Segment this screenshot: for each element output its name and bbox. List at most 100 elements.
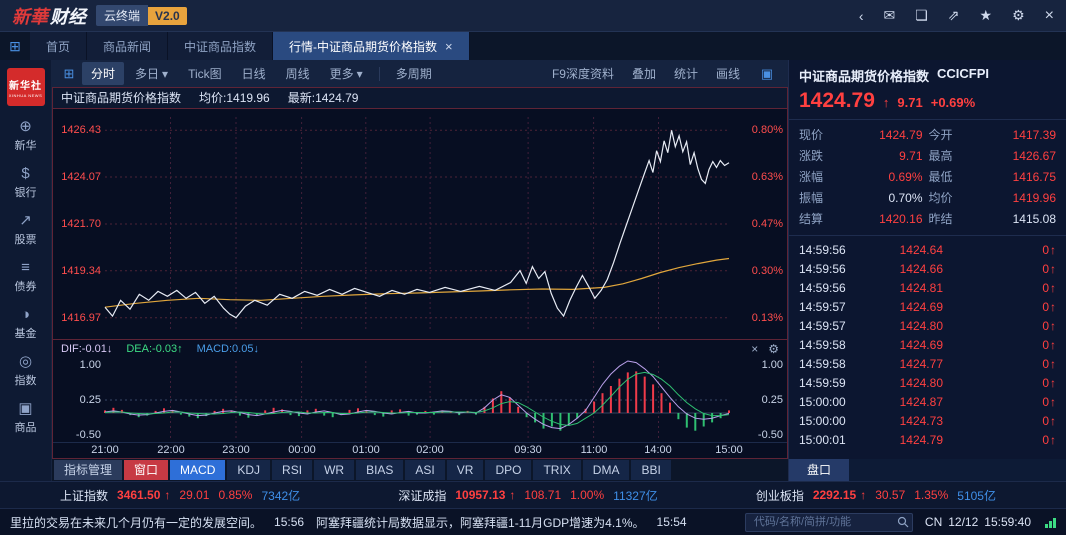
toolbar-drawline-button[interactable]: 画线	[714, 62, 742, 85]
sidebar-item-commodity[interactable]: ▣ 商品	[15, 401, 37, 435]
tick-row[interactable]: 14:59:59 1424.80 0 ↑	[799, 374, 1056, 393]
tick-row[interactable]: 14:59:56 1424.64 0 ↑	[799, 241, 1056, 260]
logo-cn: 新华社	[9, 80, 42, 92]
gift-icon[interactable]: ★	[979, 7, 993, 23]
macd-bar	[247, 413, 250, 418]
intraday-price-chart[interactable]: 1426.43 0.80% 1424.07 0.63% 1421.70 0.47% 1419…	[53, 109, 787, 339]
macd-bar	[660, 393, 663, 413]
toolbar-f9-depth-button[interactable]: F9深度资料	[550, 62, 616, 85]
macd-bar	[205, 413, 208, 417]
sidebar-item-stock[interactable]: ↗ 股票	[15, 213, 37, 247]
dif-value-label: DIF:-0.01↓	[61, 343, 113, 355]
ticker-change: 30.57	[875, 488, 906, 502]
toolbar-multiperiod-button[interactable]: 多周期	[387, 62, 441, 85]
back-icon[interactable]: ‹	[858, 7, 864, 24]
x-axis-label: 15:00	[715, 444, 743, 456]
toolbar-tick-button[interactable]: Tick图	[179, 62, 231, 85]
toolbar-overlay-button[interactable]: 叠加	[630, 62, 658, 85]
indicator-macd-button[interactable]: MACD	[170, 460, 226, 480]
macd-chart[interactable]: 1.00 1.00 0.25 0.25 -0.50 -0.50	[53, 358, 787, 442]
share-icon[interactable]: ⇗	[947, 7, 960, 23]
tab-quotes-active[interactable]: 行情-中证商品期货价格指数 ×	[273, 32, 470, 60]
x-axis-label: 09:30	[514, 444, 542, 456]
indicator-window-button[interactable]: 窗口	[124, 460, 169, 480]
news-item-2[interactable]: 阿塞拜疆统计局数据显示，阿塞拜疆1-11月GDP增速为4.1%。	[316, 515, 645, 530]
tick-row[interactable]: 14:59:58 1424.77 0 ↑	[799, 355, 1056, 374]
message-icon[interactable]: ❏	[915, 7, 928, 23]
tick-row[interactable]: 15:00:00 1424.73 0 ↑	[799, 412, 1056, 431]
tab-close-icon[interactable]: ×	[445, 38, 453, 54]
tick-row[interactable]: 14:59:58 1424.69 0 ↑	[799, 336, 1056, 355]
toolbar-more-button[interactable]: 更多 ▾	[321, 62, 372, 85]
search-icon[interactable]	[897, 516, 909, 531]
indicator-bbi-button[interactable]: BBI	[631, 460, 671, 480]
tick-time: 14:59:56	[799, 243, 846, 257]
ticker-amount: 7342亿	[261, 488, 301, 503]
sidebar-item-fund[interactable]: ◑ 基金	[15, 307, 37, 341]
ticker-value: 3461.50	[117, 488, 161, 502]
macd-bar	[416, 413, 418, 415]
indicator-asi-button[interactable]: ASI	[405, 460, 445, 480]
pankou-tab[interactable]: 盘口	[789, 459, 850, 481]
indicator-manage-button[interactable]: 指标管理	[54, 460, 123, 480]
indicator-vr-button[interactable]: VR	[446, 460, 484, 480]
window-grid-icon[interactable]: ⊞	[9, 37, 21, 54]
index-ticker-bar: 上证指数 3461.50 ↑ 29.01 0.85% 7342亿 深证成指 10…	[0, 481, 1066, 508]
macd-bar	[550, 413, 553, 427]
sidebar-item-xinhua[interactable]: ⊕ 新华	[15, 119, 37, 153]
macd-bar	[458, 413, 461, 416]
tick-row[interactable]: 14:59:56 1424.66 0 ↑	[799, 260, 1056, 279]
macd-header: DIF:-0.01↓ DEA:-0.03↑ MACD:0.05↓ × ⚙	[53, 339, 787, 358]
split-view-icon[interactable]: ⊞	[63, 65, 75, 81]
panel-toggle-icon[interactable]: ▣	[760, 65, 774, 81]
macd-bar	[340, 413, 343, 416]
indicator-trix-button[interactable]: TRIX	[533, 460, 581, 480]
toolbar-weekly-button[interactable]: 周线	[277, 62, 319, 85]
toolbar-multiday-button[interactable]: 多日 ▾	[126, 62, 177, 85]
macd-pane-close-icon[interactable]: ×	[751, 342, 759, 356]
mail-icon[interactable]: ✉	[883, 7, 896, 23]
indicator-kdj-button[interactable]: KDJ	[227, 460, 271, 480]
news-item-1[interactable]: 里拉的交易在未来几个月仍有一定的发展空间。	[10, 515, 263, 530]
sidebar-item-index[interactable]: ◎ 指数	[15, 354, 37, 388]
tick-row[interactable]: 15:00:01 1424.79 0 ↑	[799, 431, 1056, 450]
tick-time: 15:00:00	[799, 414, 846, 428]
stock-icon: ↗	[19, 212, 32, 229]
tab-label: 中证商品指数	[184, 39, 257, 54]
tab-home[interactable]: 首页	[30, 32, 88, 60]
indicator-dma-button[interactable]: DMA	[582, 460, 630, 480]
close-icon[interactable]: ×	[1044, 6, 1054, 24]
tick-volume: 0	[1042, 414, 1049, 428]
tick-volume: 0	[1042, 433, 1049, 447]
sidebar-item-bank[interactable]: $ 银行	[15, 166, 37, 200]
tick-price: 1424.80	[899, 376, 943, 390]
indicator-bias-button[interactable]: BIAS	[356, 460, 404, 480]
ticker-name: 创业板指	[755, 488, 804, 503]
tab-commodity-news[interactable]: 商品新闻	[87, 32, 169, 60]
tick-row[interactable]: 15:00:00 1424.87 0 ↑	[799, 393, 1056, 412]
tick-row[interactable]: 14:59:57 1424.69 0 ↑	[799, 298, 1056, 317]
tick-time: 14:59:59	[799, 376, 846, 390]
tick-price: 1424.66	[899, 262, 943, 276]
sidebar-item-bond[interactable]: ≡ 债券	[15, 260, 37, 294]
top-bar: 新華 财经 云终端 V2.0 ‹ ✉ ❏ ⇗ ★ ⚙ ×	[0, 0, 1066, 32]
ticker-shanghai-index[interactable]: 上证指数 3461.50 ↑ 29.01 0.85% 7342亿	[60, 487, 300, 504]
ticker-chinext-index[interactable]: 创业板指 2292.15 ↑ 30.57 1.35% 5105亿	[756, 487, 996, 504]
settings-icon[interactable]: ⚙	[1012, 7, 1025, 23]
macd-pane-settings-icon[interactable]: ⚙	[768, 342, 779, 356]
field-value: 1416.75	[1012, 170, 1056, 184]
indicator-wr-button[interactable]: WR	[314, 460, 355, 480]
toolbar-stats-button[interactable]: 统计	[672, 62, 700, 85]
search-input[interactable]	[744, 512, 913, 532]
indicator-rsi-button[interactable]: RSI	[272, 460, 313, 480]
tick-row[interactable]: 14:59:57 1424.80 0 ↑	[799, 317, 1056, 336]
ticker-shenzhen-index[interactable]: 深证成指 10957.13 ↑ 108.71 1.00% 11327亿	[398, 487, 657, 504]
toolbar-daily-button[interactable]: 日线	[233, 62, 275, 85]
tab-csi-commodity-index[interactable]: 中证商品指数	[168, 32, 274, 60]
indicator-dpo-button[interactable]: DPO	[485, 460, 532, 480]
field-label: 涨跌	[799, 149, 824, 163]
toolbar-intraday-button[interactable]: 分时	[82, 62, 125, 85]
macd-bar	[491, 398, 494, 413]
ticker-amount: 11327亿	[613, 488, 658, 503]
tick-row[interactable]: 14:59:56 1424.81 0 ↑	[799, 279, 1056, 298]
